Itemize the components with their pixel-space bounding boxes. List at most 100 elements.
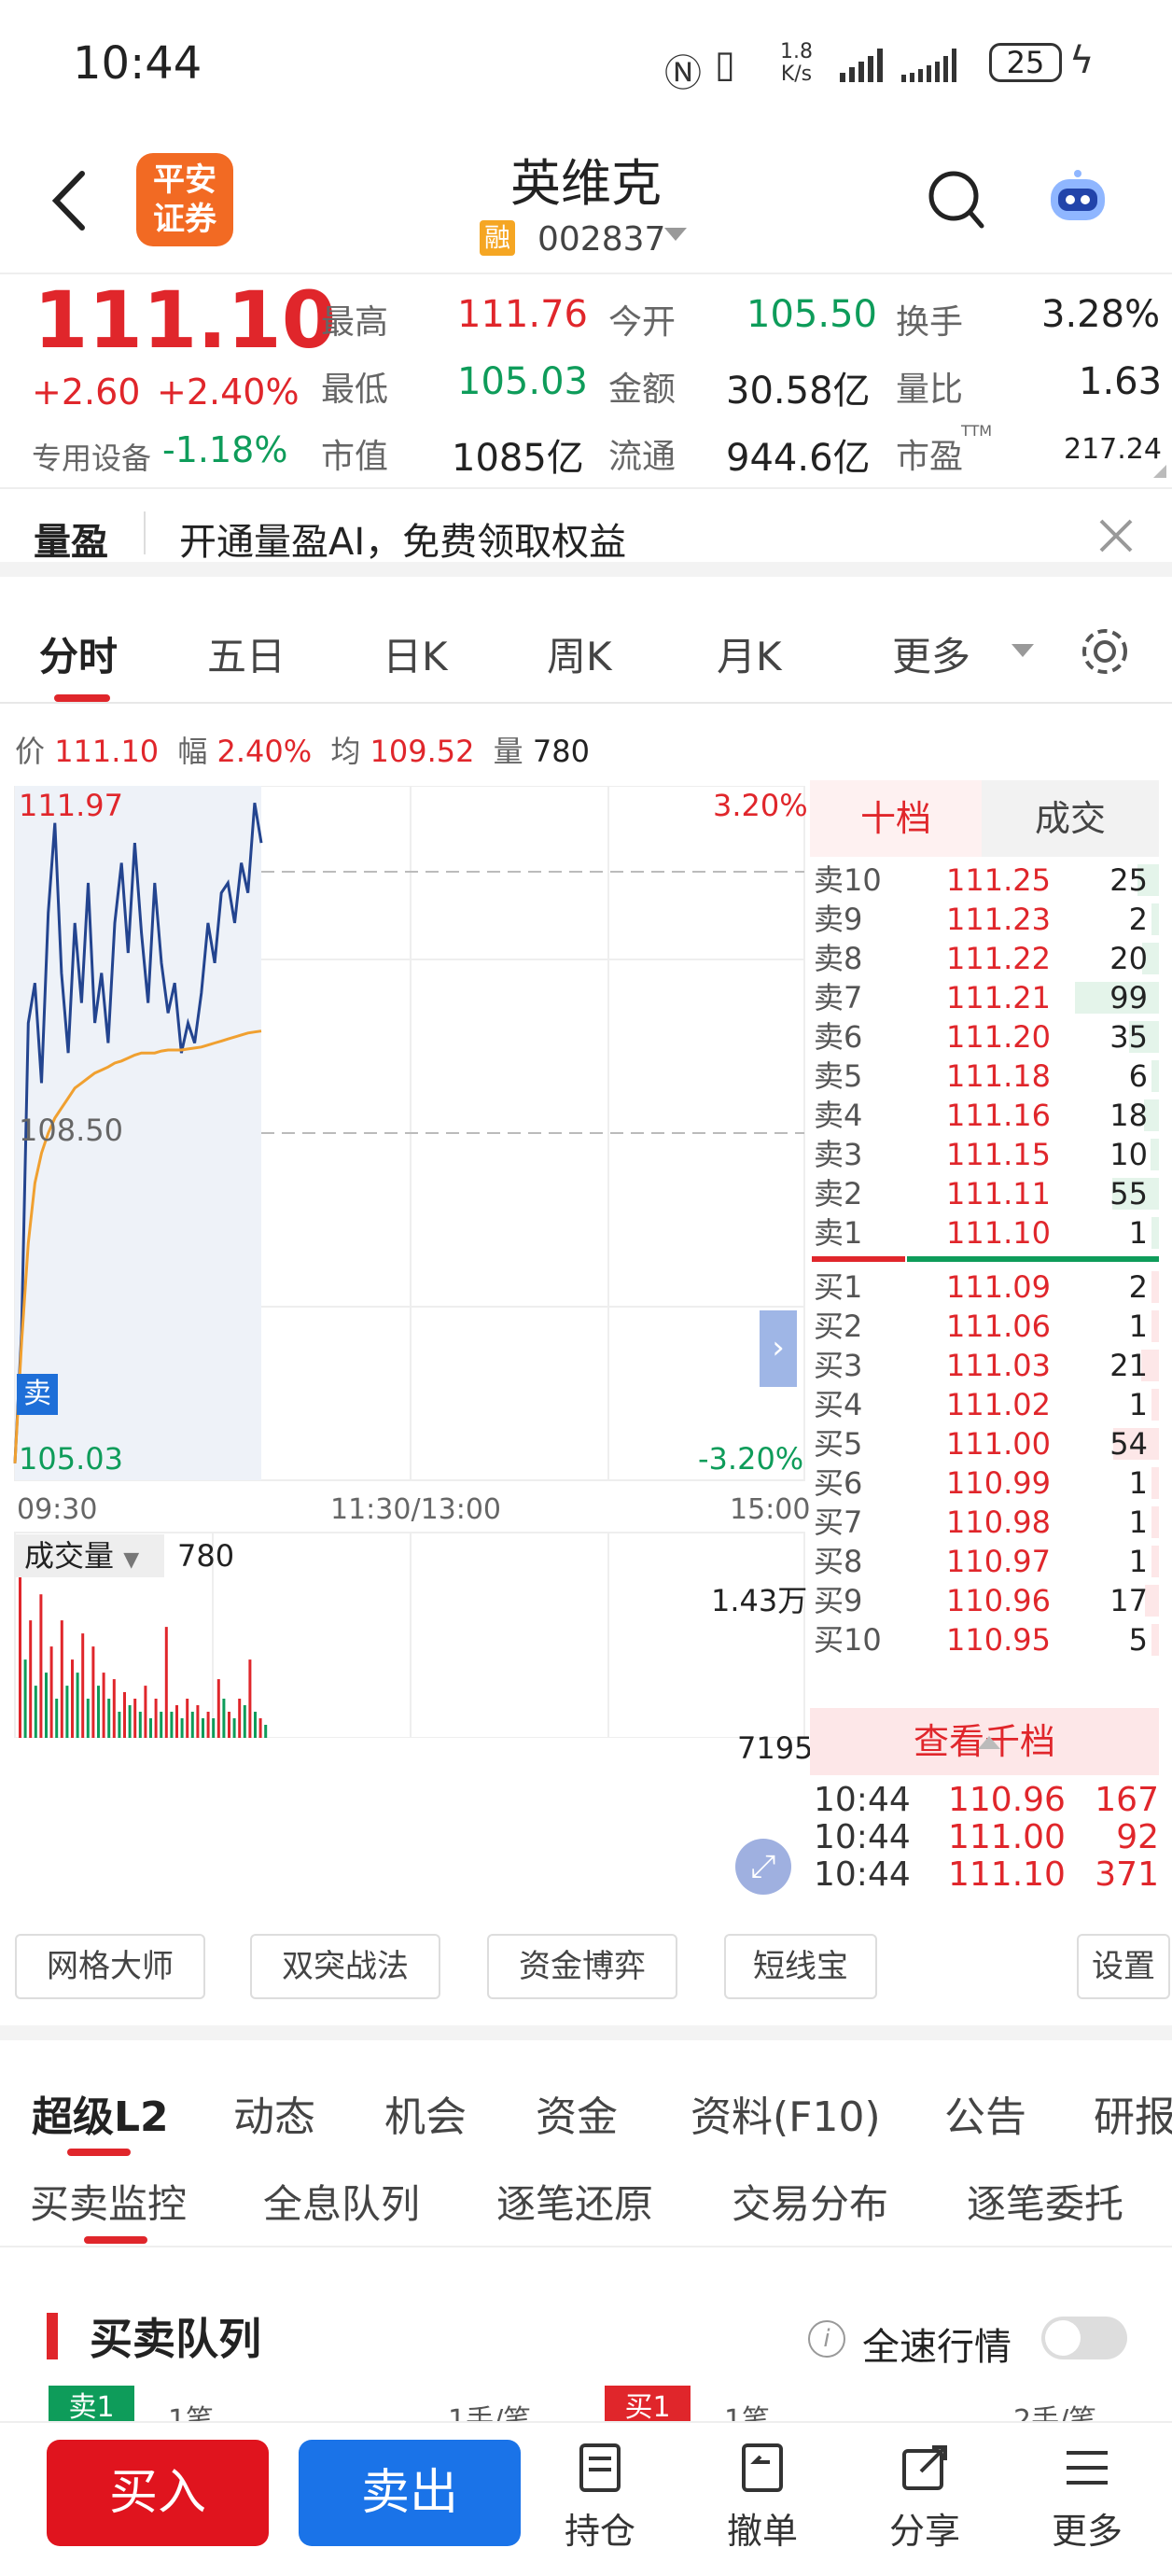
tab-daily-k[interactable]: 日K — [383, 634, 448, 679]
stock-code[interactable]: 002837 — [537, 220, 666, 259]
tab-trade-distribution[interactable]: 交易分布 — [732, 2181, 889, 2227]
tool-fund-game-button[interactable]: 资金博弈 — [487, 1934, 677, 1999]
ask-row[interactable]: 卖7 111.21 99 — [814, 978, 1159, 1017]
robot-assistant-icon[interactable] — [1045, 168, 1110, 230]
volume-bar — [232, 1718, 236, 1738]
tab-research[interactable]: 研报 — [1094, 2093, 1172, 2141]
volume-bar — [180, 1718, 184, 1738]
position-button[interactable]: 持仓 — [549, 2442, 651, 2554]
ask-row[interactable]: 卖8 111.22 20 — [814, 939, 1159, 978]
tab-trade-monitor[interactable]: 买卖监控 — [30, 2181, 188, 2227]
tab-depth[interactable]: 十档 — [810, 780, 982, 857]
settings-button[interactable]: 设置 — [1077, 1934, 1170, 1999]
tab-weekly-k[interactable]: 周K — [547, 634, 612, 679]
share-button[interactable]: 分享 — [873, 2442, 976, 2554]
volume-bar — [65, 1686, 69, 1738]
cancel-order-button[interactable]: 撤单 — [711, 2442, 814, 2554]
sector-name[interactable]: 专用设备 — [32, 441, 152, 476]
ask-volume-bar — [1129, 1021, 1159, 1053]
info-icon[interactable]: i — [808, 2320, 845, 2358]
ask-volume-bar — [1151, 1060, 1159, 1092]
buy-button[interactable]: 买入 — [47, 2440, 269, 2546]
expand-corner-icon[interactable] — [1153, 465, 1166, 478]
signal-2-icon — [901, 49, 956, 82]
tab-tick-orders[interactable]: 逐笔委托 — [967, 2181, 1124, 2227]
back-icon[interactable] — [49, 168, 90, 233]
sub-tab-indicator — [84, 2236, 147, 2244]
volume-bar — [91, 1646, 95, 1738]
volume-bar — [107, 1699, 111, 1738]
sell-button[interactable]: 卖出 — [299, 2440, 521, 2546]
bid-price: 111.03 — [946, 1348, 1051, 1383]
bid-row[interactable]: 买9 110.96 17 — [814, 1581, 1159, 1620]
bid-row[interactable]: 买6 110.99 1 — [814, 1463, 1159, 1503]
banner-brand: 量盈 — [34, 521, 108, 564]
bid-row[interactable]: 买4 111.02 1 — [814, 1385, 1159, 1424]
tool-double-break-button[interactable]: 双突战法 — [250, 1934, 440, 1999]
intraday-chart[interactable] — [0, 786, 808, 1738]
bid-volume-bar — [1141, 1350, 1159, 1381]
ask-row[interactable]: 卖5 111.18 6 — [814, 1057, 1159, 1096]
bid-row[interactable]: 买2 111.06 1 — [814, 1307, 1159, 1346]
volume-bar — [144, 1686, 147, 1738]
bid-row[interactable]: 买10 110.95 5 — [814, 1620, 1159, 1659]
more-button[interactable]: 更多 — [1036, 2442, 1138, 2554]
search-icon[interactable] — [928, 168, 987, 233]
tab-more-chevron-icon[interactable] — [1012, 644, 1034, 657]
tab-announcements[interactable]: 公告 — [944, 2093, 1026, 2141]
bid-row[interactable]: 买5 111.00 54 — [814, 1424, 1159, 1463]
tab-trades[interactable]: 成交 — [982, 780, 1159, 857]
tab-news[interactable]: 动态 — [233, 2093, 315, 2141]
fast-quote-toggle[interactable] — [1041, 2317, 1127, 2359]
bid-row[interactable]: 买7 110.98 1 — [814, 1503, 1159, 1542]
tab-more[interactable]: 更多 — [892, 634, 971, 679]
volume-bar — [216, 1679, 220, 1738]
tab-intraday[interactable]: 分时 — [39, 634, 119, 679]
vibrate-icon: ▯ — [715, 43, 736, 86]
expand-orderbook-icon[interactable]: › — [760, 1310, 797, 1387]
average-price-line — [13, 1029, 262, 1463]
collapse-arrow-icon[interactable] — [978, 1736, 1000, 1749]
tab-full-queue[interactable]: 全息队列 — [263, 2181, 421, 2227]
tab-five-day[interactable]: 五日 — [207, 634, 286, 679]
ask-price: 111.21 — [946, 980, 1051, 1015]
gear-icon[interactable] — [1079, 625, 1131, 678]
tool-short-line-button[interactable]: 短线宝 — [724, 1934, 877, 1999]
volume-bar — [19, 1551, 21, 1738]
bid-level-label: 买1 — [814, 1269, 863, 1305]
fullscreen-icon[interactable]: ⤢ — [735, 1839, 791, 1895]
ask-row[interactable]: 卖2 111.11 55 — [814, 1174, 1159, 1213]
tab-monthly-k[interactable]: 月K — [717, 634, 782, 679]
bid-volume: 1 — [1128, 1309, 1148, 1344]
tab-opportunity[interactable]: 机会 — [384, 2093, 467, 2141]
tab-super-l2[interactable]: 超级L2 — [32, 2093, 169, 2141]
bid-volume-bar — [1151, 1271, 1159, 1303]
info-tab-indicator — [67, 2149, 131, 2156]
bid-row[interactable]: 买3 111.03 21 — [814, 1346, 1159, 1385]
bid-volume-bar — [1113, 1428, 1159, 1460]
pe-label: 市盈 — [896, 438, 964, 476]
tab-tick-restore[interactable]: 逐笔还原 — [496, 2181, 654, 2227]
chevron-down-icon[interactable] — [664, 228, 687, 241]
bid-row[interactable]: 买1 111.09 2 — [814, 1267, 1159, 1307]
promo-banner[interactable]: 量盈 开通量盈AI，免费领取权益 — [0, 487, 1172, 577]
volume-bar — [76, 1673, 79, 1738]
ask-row[interactable]: 卖10 111.25 25 — [814, 861, 1159, 900]
tab-funds[interactable]: 资金 — [536, 2093, 618, 2141]
ask-row[interactable]: 卖1 111.10 1 — [814, 1213, 1159, 1253]
tool-grid-master-button[interactable]: 网格大师 — [15, 1934, 205, 1999]
ask-row[interactable]: 卖4 111.16 18 — [814, 1096, 1159, 1135]
tab-f10[interactable]: 资料(F10) — [691, 2093, 881, 2141]
ask-row[interactable]: 卖6 111.20 35 — [814, 1017, 1159, 1057]
volume-selector[interactable]: 成交量 ▼ — [15, 1534, 164, 1577]
ask-volume: 2 — [1128, 902, 1148, 937]
ask-row[interactable]: 卖9 111.23 2 — [814, 900, 1159, 939]
bid-row[interactable]: 买8 110.97 1 — [814, 1542, 1159, 1581]
ask-volume-bar — [1151, 1139, 1159, 1170]
bid-volume: 54 — [1109, 1426, 1148, 1462]
sell-marker[interactable]: 卖 — [17, 1374, 58, 1415]
ask-row[interactable]: 卖3 111.15 10 — [814, 1135, 1159, 1174]
ask-volume: 55 — [1109, 1176, 1148, 1211]
close-icon[interactable] — [1097, 517, 1135, 554]
price-line — [13, 802, 263, 1463]
